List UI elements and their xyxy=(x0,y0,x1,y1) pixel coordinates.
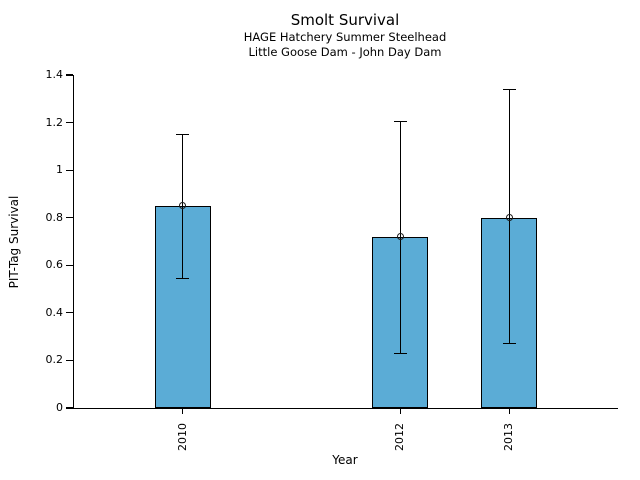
y-axis-tick xyxy=(65,121,73,124)
point-marker-2013 xyxy=(505,214,513,222)
y-axis-tick xyxy=(65,407,73,409)
error-bar-cap-top-2012 xyxy=(393,120,407,123)
error-bar-cap-top-2010 xyxy=(176,133,190,136)
error-bar-cap-bottom-2012 xyxy=(393,352,407,354)
y-axis-tick xyxy=(65,312,73,314)
error-bar-cap-top-2013 xyxy=(502,88,516,90)
error-bar-cap-bottom-2010 xyxy=(176,277,190,279)
x-axis-tick-2013 xyxy=(508,408,510,414)
y-axis-tick-label: 0.6 xyxy=(45,258,64,272)
x-axis-tick-label-2010: 2010 xyxy=(175,423,189,451)
y-axis-tick xyxy=(65,264,73,266)
chart-subtitle-reach: Little Goose Dam - John Day Dam xyxy=(248,45,442,59)
plot-area: 0 0.2 0.4 0.6 0.8 1 1.2 1.4 2010 2012 2013 xyxy=(46,68,618,451)
error-bar-cap-bottom-2013 xyxy=(502,343,516,345)
y-axis-tick xyxy=(65,359,73,362)
chart-subtitle-hatchery: HAGE Hatchery Summer Steelhead xyxy=(243,30,447,44)
y-axis-tick-label: 0.2 xyxy=(45,353,64,367)
x-axis-tick-label-2013: 2013 xyxy=(502,423,516,451)
y-axis-tick-label: 1 xyxy=(56,163,63,177)
x-axis-tick-2010 xyxy=(182,408,184,414)
point-marker-2010 xyxy=(179,202,187,210)
y-axis-tick-label: 0.8 xyxy=(45,210,64,224)
chart-title: Smolt Survival xyxy=(290,11,400,29)
x-axis-label: Year xyxy=(332,453,358,467)
y-axis-tick xyxy=(65,169,73,171)
y-axis-tick-label: 1.4 xyxy=(45,68,64,81)
point-marker-2012 xyxy=(396,233,404,241)
y-axis-tick xyxy=(65,74,73,76)
y-axis-tick-label: 1.2 xyxy=(45,115,64,129)
y-axis-tick-label: 0.4 xyxy=(45,305,64,319)
y-axis-label: PIT-Tag Survival xyxy=(7,195,21,289)
x-axis-tick-label-2012: 2012 xyxy=(393,423,407,451)
x-axis-tick-2012 xyxy=(399,408,401,414)
y-axis-tick-label: 0 xyxy=(56,401,63,414)
y-axis-tick xyxy=(65,217,73,219)
